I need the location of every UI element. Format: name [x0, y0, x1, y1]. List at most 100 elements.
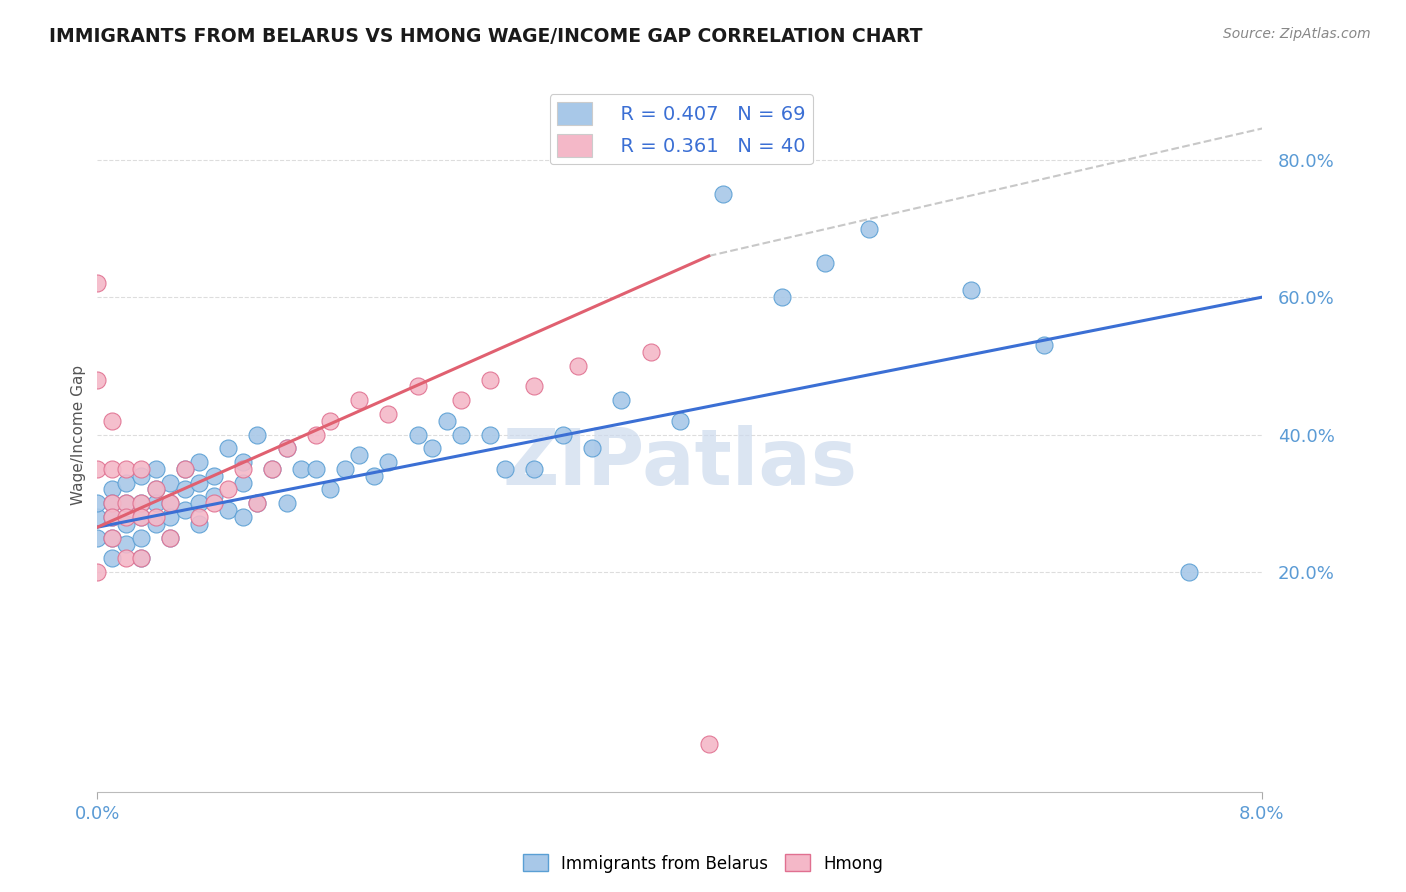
Point — [101, 462, 124, 476]
Point — [115, 551, 138, 566]
Point — [202, 496, 225, 510]
Point — [86, 277, 108, 291]
Point — [129, 462, 152, 476]
Point — [290, 462, 312, 476]
Point — [349, 448, 371, 462]
Point — [858, 221, 880, 235]
Point — [129, 468, 152, 483]
Point — [232, 510, 254, 524]
Point — [668, 414, 690, 428]
Point — [217, 503, 239, 517]
Point — [115, 462, 138, 476]
Point — [115, 510, 138, 524]
Point — [129, 531, 152, 545]
Point — [159, 531, 181, 545]
Point — [129, 510, 152, 524]
Point — [697, 737, 720, 751]
Point — [159, 510, 181, 524]
Point — [173, 462, 195, 476]
Point — [479, 373, 502, 387]
Point — [115, 516, 138, 531]
Point — [145, 496, 167, 510]
Point — [145, 483, 167, 497]
Point — [450, 393, 472, 408]
Point — [494, 462, 516, 476]
Point — [173, 462, 195, 476]
Point — [523, 379, 546, 393]
Point — [377, 407, 399, 421]
Point — [202, 489, 225, 503]
Point — [814, 256, 837, 270]
Point — [115, 475, 138, 490]
Point — [420, 442, 443, 456]
Legend:   R = 0.407   N = 69,   R = 0.361   N = 40: R = 0.407 N = 69, R = 0.361 N = 40 — [550, 95, 813, 164]
Point — [450, 427, 472, 442]
Y-axis label: Wage/Income Gap: Wage/Income Gap — [72, 365, 86, 505]
Point — [377, 455, 399, 469]
Point — [159, 496, 181, 510]
Point — [246, 427, 269, 442]
Point — [202, 468, 225, 483]
Point — [232, 462, 254, 476]
Point — [86, 373, 108, 387]
Point — [610, 393, 633, 408]
Point — [159, 531, 181, 545]
Point — [436, 414, 458, 428]
Point — [115, 496, 138, 510]
Point — [101, 510, 124, 524]
Point — [159, 496, 181, 510]
Point — [129, 496, 152, 510]
Point — [101, 510, 124, 524]
Point — [217, 442, 239, 456]
Point — [101, 496, 124, 510]
Point — [145, 510, 167, 524]
Text: IMMIGRANTS FROM BELARUS VS HMONG WAGE/INCOME GAP CORRELATION CHART: IMMIGRANTS FROM BELARUS VS HMONG WAGE/IN… — [49, 27, 922, 45]
Point — [770, 290, 793, 304]
Point — [129, 551, 152, 566]
Point — [246, 496, 269, 510]
Point — [101, 414, 124, 428]
Point — [232, 455, 254, 469]
Point — [101, 531, 124, 545]
Point — [188, 496, 211, 510]
Text: ZIPatlas: ZIPatlas — [502, 425, 858, 501]
Point — [1178, 565, 1201, 579]
Point — [567, 359, 589, 373]
Point — [319, 483, 342, 497]
Point — [523, 462, 546, 476]
Point — [173, 483, 195, 497]
Point — [276, 442, 298, 456]
Point — [406, 379, 429, 393]
Point — [188, 455, 211, 469]
Point — [188, 510, 211, 524]
Point — [145, 516, 167, 531]
Point — [145, 462, 167, 476]
Point — [86, 462, 108, 476]
Point — [101, 551, 124, 566]
Point — [232, 475, 254, 490]
Point — [173, 503, 195, 517]
Point — [246, 496, 269, 510]
Point — [101, 496, 124, 510]
Point — [159, 475, 181, 490]
Point — [115, 537, 138, 551]
Point — [305, 427, 328, 442]
Point — [349, 393, 371, 408]
Point — [145, 483, 167, 497]
Point — [86, 510, 108, 524]
Point — [319, 414, 342, 428]
Point — [479, 427, 502, 442]
Point — [276, 442, 298, 456]
Point — [711, 187, 734, 202]
Point — [1032, 338, 1054, 352]
Point — [333, 462, 356, 476]
Point — [640, 345, 662, 359]
Point — [101, 483, 124, 497]
Point — [188, 475, 211, 490]
Point — [86, 531, 108, 545]
Point — [260, 462, 283, 476]
Point — [86, 496, 108, 510]
Point — [101, 531, 124, 545]
Text: Source: ZipAtlas.com: Source: ZipAtlas.com — [1223, 27, 1371, 41]
Point — [305, 462, 328, 476]
